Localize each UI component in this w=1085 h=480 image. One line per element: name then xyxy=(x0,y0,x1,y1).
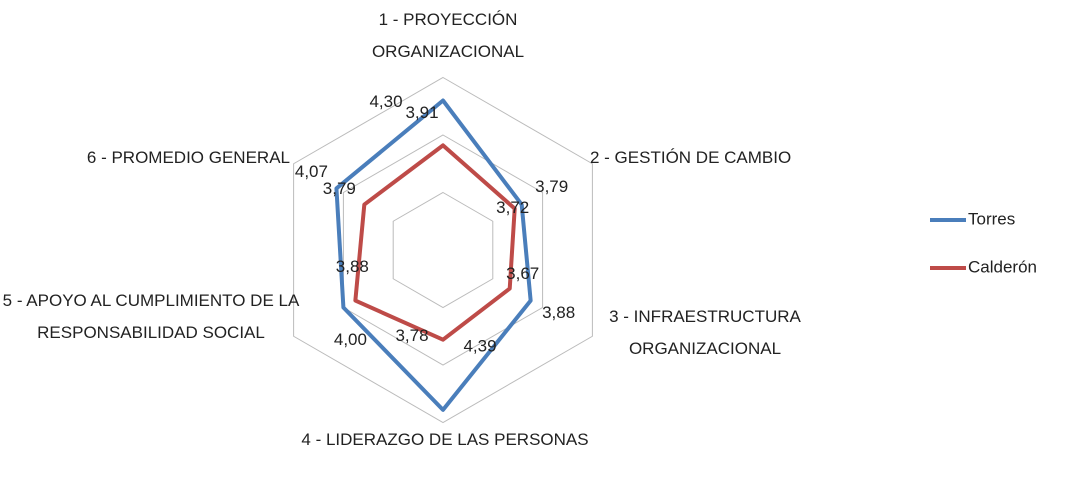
category-label: 5 - APOYO AL CUMPLIMIENTO DE LA RESPONSA… xyxy=(2,291,300,342)
legend-label: Calderón xyxy=(968,257,1037,276)
data-label: 4,00 xyxy=(334,330,367,349)
series-line xyxy=(334,98,533,412)
data-label: 4,07 xyxy=(295,162,328,181)
category-label: 3 - INFRAESTRUCTURA ORGANIZACIONAL xyxy=(609,307,801,358)
series-line xyxy=(353,143,517,342)
data-label: 3,88 xyxy=(542,303,575,322)
data-label: 3,79 xyxy=(535,177,568,196)
data-label: 3,78 xyxy=(395,326,428,345)
grid-ring xyxy=(342,134,544,366)
category-label: 2 - GESTIÓN DE CAMBIO xyxy=(590,148,792,167)
data-label: 3,67 xyxy=(506,264,539,283)
category-label: 6 - PROMEDIO GENERAL xyxy=(86,148,290,167)
data-label: 3,88 xyxy=(336,257,369,276)
grid-ring xyxy=(293,76,593,424)
data-label: 4,30 xyxy=(369,92,402,111)
data-label: 3,91 xyxy=(405,103,438,122)
data-label: 3,72 xyxy=(496,198,529,217)
data-label: 3,79 xyxy=(323,179,356,198)
grid-ring xyxy=(392,191,494,309)
category-label: 1 - PROYECCIÓN ORGANIZACIONAL xyxy=(371,10,525,61)
category-label: 4 - LIDERAZGO DE LAS PERSONAS xyxy=(301,430,589,449)
data-label: 4,39 xyxy=(463,336,496,355)
legend-label: Torres xyxy=(968,209,1015,228)
